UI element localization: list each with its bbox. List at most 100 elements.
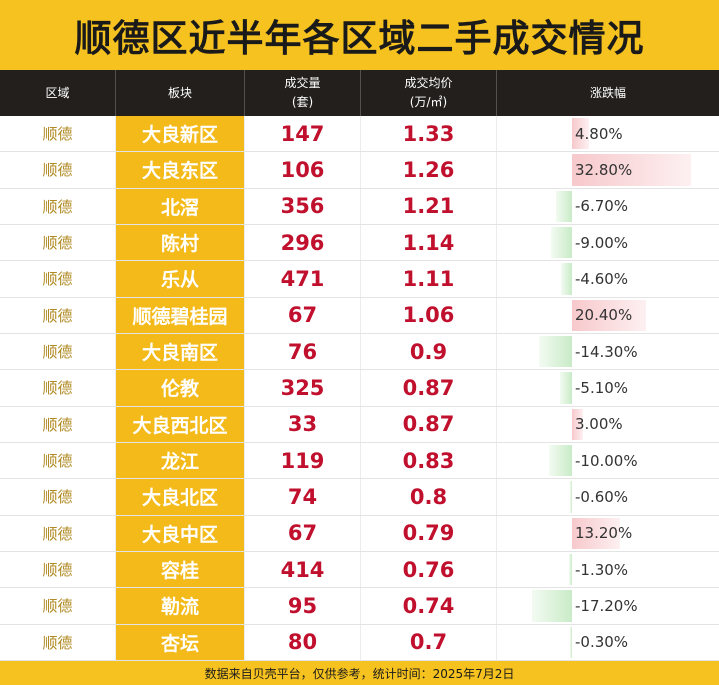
change-bar-negative <box>560 372 572 404</box>
cell-volume: 414 <box>245 551 361 588</box>
change-label: -5.10% <box>575 378 629 397</box>
cell-block: 顺德碧桂园 <box>116 297 245 333</box>
cell-change: -6.70% <box>497 189 719 224</box>
cell-price: 1.21 <box>361 188 497 224</box>
cell-price: 1.14 <box>361 224 497 261</box>
cell-price: 0.74 <box>361 588 497 624</box>
change-bar-positive <box>572 408 583 440</box>
change-label: -0.30% <box>575 633 629 652</box>
cell-area: 顺德 <box>0 551 116 588</box>
header-price-unit: (万/㎡) <box>409 95 448 109</box>
cell-change: -14.30% <box>497 334 719 369</box>
cell-block: 大良北区 <box>116 479 245 515</box>
cell-change: 20.40% <box>497 298 719 333</box>
cell-change: -4.60% <box>497 261 719 296</box>
cell-block: 北滘 <box>116 188 245 224</box>
cell-block: 杏坛 <box>116 624 245 660</box>
header-price-label: 成交均价 <box>404 76 453 90</box>
cell-area: 顺德 <box>0 588 116 624</box>
change-bar-negative <box>551 226 572 259</box>
change-bar-negative <box>556 190 572 222</box>
change-label: 13.20% <box>575 524 633 543</box>
change-bar-negative <box>570 481 572 513</box>
cell-volume: 80 <box>245 624 361 660</box>
change-bar-positive <box>572 154 692 186</box>
cell-price: 0.9 <box>361 333 497 370</box>
cell-volume: 471 <box>245 261 361 297</box>
change-label: -10.00% <box>575 451 638 470</box>
change-label: -14.30% <box>575 342 638 361</box>
change-label: -6.70% <box>575 197 629 216</box>
header-change: 涨跌幅 <box>497 70 719 116</box>
cell-volume: 76 <box>245 333 361 370</box>
table-row: 顺德 伦教 325 0.87 -5.10% <box>0 370 719 407</box>
cell-change: -10.00% <box>497 443 719 478</box>
change-label: 20.40% <box>575 306 633 325</box>
cell-area: 顺德 <box>0 479 116 515</box>
cell-volume: 74 <box>245 479 361 515</box>
cell-change: -1.30% <box>497 552 719 587</box>
table-row: 顺德 大良西北区 33 0.87 3.00% <box>0 406 719 443</box>
table-row: 顺德 乐从 471 1.11 -4.60% <box>0 261 719 298</box>
change-bar-positive <box>572 517 620 549</box>
change-bar-positive <box>572 299 647 331</box>
cell-block: 大良东区 <box>116 152 245 188</box>
change-bar-negative <box>548 444 572 477</box>
page-title: 顺德区近半年各区域二手成交情况 <box>0 0 719 70</box>
cell-price: 0.79 <box>361 515 497 551</box>
cell-area: 顺德 <box>0 116 116 152</box>
cell-volume: 33 <box>245 406 361 442</box>
change-label: -4.60% <box>575 269 629 288</box>
change-bar-negative <box>568 553 572 586</box>
table-row: 顺德 勒流 95 0.74 -17.20% <box>0 588 719 625</box>
cell-change: -0.60% <box>497 479 719 514</box>
table-row: 顺德 陈村 296 1.14 -9.00% <box>0 224 719 262</box>
header-volume-label: 成交量 <box>284 76 321 90</box>
change-bar-negative <box>570 626 572 658</box>
cell-price: 0.87 <box>361 370 497 406</box>
cell-block: 大良西北区 <box>116 406 245 442</box>
header-block: 板块 <box>116 70 245 116</box>
cell-price: 0.87 <box>361 406 497 442</box>
cell-volume: 106 <box>245 152 361 188</box>
table-row: 顺德 大良南区 76 0.9 -14.30% <box>0 333 719 371</box>
cell-change: -17.20% <box>497 588 719 623</box>
cell-block: 容桂 <box>116 551 245 588</box>
table-row: 顺德 北滘 356 1.21 -6.70% <box>0 188 719 225</box>
cell-area: 顺德 <box>0 188 116 224</box>
cell-block: 大良中区 <box>116 515 245 551</box>
cell-price: 0.83 <box>361 442 497 479</box>
cell-volume: 356 <box>245 188 361 224</box>
cell-volume: 67 <box>245 297 361 333</box>
change-bar-positive <box>572 118 590 150</box>
change-label: 32.80% <box>575 160 633 179</box>
table-row: 顺德 容桂 414 0.76 -1.30% <box>0 551 719 589</box>
cell-volume: 296 <box>245 224 361 261</box>
change-label: -9.00% <box>575 233 629 252</box>
change-label: -17.20% <box>575 596 638 615</box>
change-label: -0.60% <box>575 487 629 506</box>
table-row: 顺德 杏坛 80 0.7 -0.30% <box>0 624 719 661</box>
cell-volume: 147 <box>245 116 361 152</box>
header-block-label: 板块 <box>167 85 192 100</box>
table-row: 顺德 大良新区 147 1.33 4.80% <box>0 116 719 153</box>
table-row: 顺德 大良东区 106 1.26 32.80% <box>0 152 719 189</box>
cell-area: 顺德 <box>0 370 116 406</box>
cell-area: 顺德 <box>0 515 116 551</box>
cell-area: 顺德 <box>0 261 116 297</box>
cell-price: 1.33 <box>361 116 497 152</box>
header-volume-unit: (套) <box>291 95 314 109</box>
header-price: 成交均价 (万/㎡) <box>361 70 497 116</box>
cell-block: 勒流 <box>116 588 245 624</box>
footer-note: 数据来自贝壳平台，仅供参考，统计时间：2025年7月2日 <box>0 661 719 685</box>
cell-block: 大良南区 <box>116 333 245 370</box>
cell-area: 顺德 <box>0 406 116 442</box>
cell-price: 0.7 <box>361 624 497 660</box>
cell-volume: 95 <box>245 588 361 624</box>
change-label: 4.80% <box>575 124 623 143</box>
change-bar-negative <box>532 590 572 622</box>
change-label: 3.00% <box>575 415 623 434</box>
cell-change: 3.00% <box>497 407 719 442</box>
table-row: 顺德 大良中区 67 0.79 13.20% <box>0 515 719 552</box>
cell-area: 顺德 <box>0 297 116 333</box>
